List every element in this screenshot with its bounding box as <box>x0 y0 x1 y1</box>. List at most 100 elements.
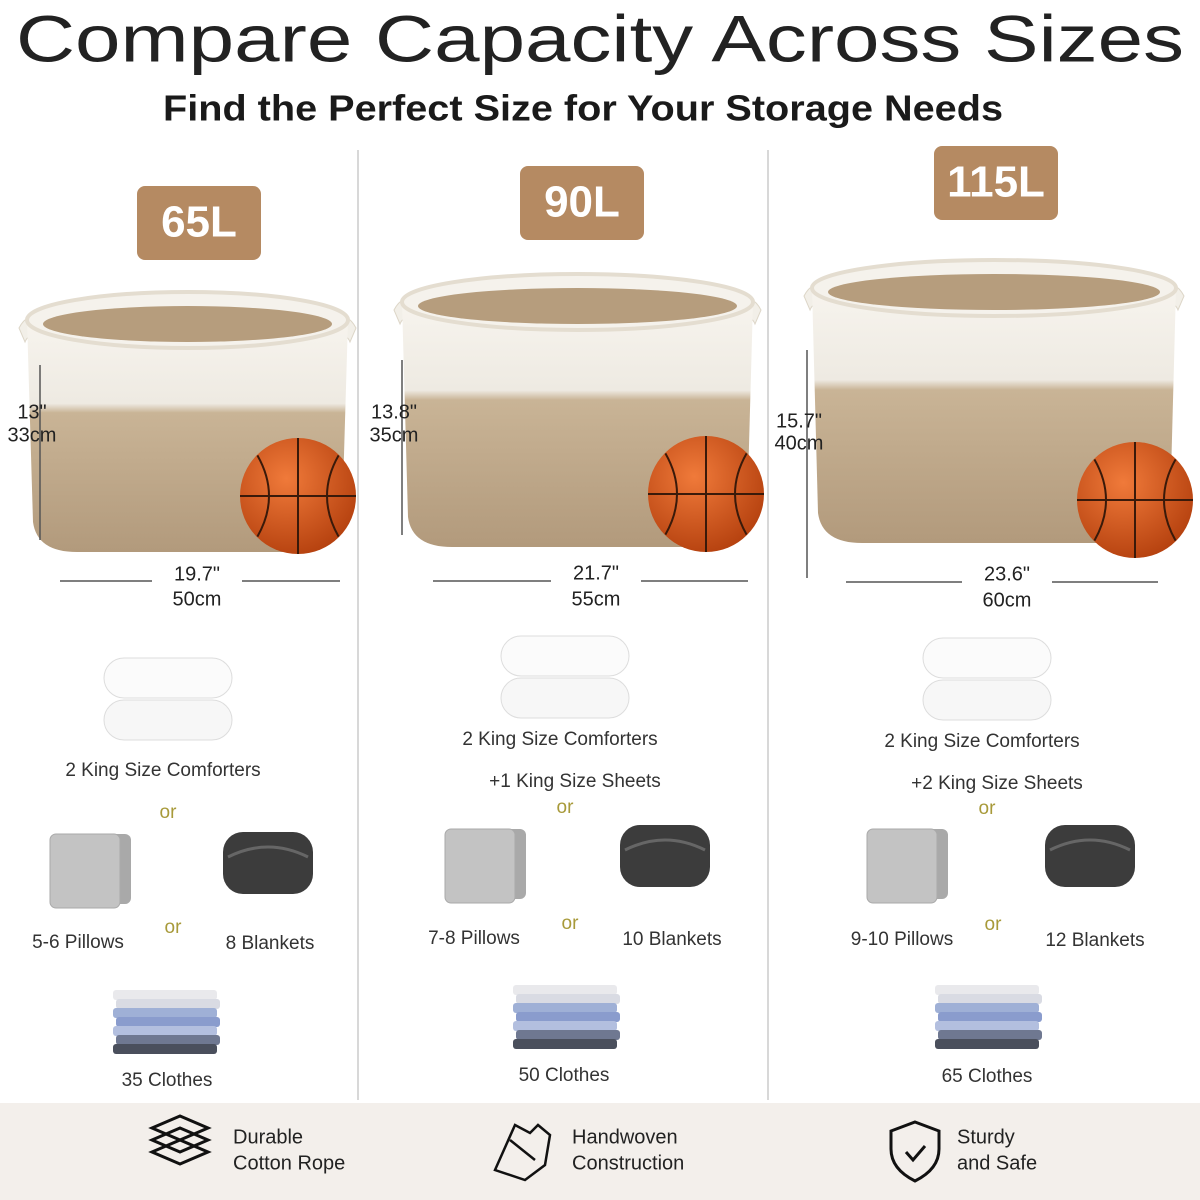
capacity-badge <box>934 146 1058 220</box>
clothes-icon <box>513 1021 617 1031</box>
subtitle: Find the Perfect Size for Your Storage N… <box>163 88 1003 129</box>
height-cm: 33cm <box>8 424 57 446</box>
width-label-bg <box>551 562 641 584</box>
clothes-icon <box>116 1017 220 1027</box>
clothes-text: 35 Clothes <box>122 1070 213 1091</box>
features: Durable Cotton Rope Handwoven Construction S… <box>148 1114 1037 1183</box>
pillows-text: 5-6 Pillows <box>32 932 124 953</box>
clothes-icon <box>935 1003 1039 1013</box>
blanket-icon <box>1045 825 1135 887</box>
clothes-icon <box>935 1039 1039 1049</box>
clothes-icon <box>113 1026 217 1036</box>
feature-line: Cotton Rope <box>233 1152 345 1174</box>
feature-line: Sturdy <box>957 1126 1015 1148</box>
blanket-icon <box>223 832 313 894</box>
basket-inside <box>828 274 1160 310</box>
blankets-text: 10 Blankets <box>622 929 721 950</box>
blanket-icon <box>620 825 710 887</box>
width-cm: 55cm <box>572 588 621 610</box>
or-text: or <box>985 914 1003 935</box>
width-label-bg <box>152 563 242 585</box>
capacity-badge <box>137 186 261 260</box>
feature-icon <box>148 1138 212 1166</box>
feature: Sturdy and Safe <box>889 1120 1037 1183</box>
feature-icon <box>148 1126 212 1154</box>
basketball-seams <box>648 436 764 552</box>
feature-line: Construction <box>572 1152 684 1174</box>
pillows-text: 7-8 Pillows <box>428 928 520 949</box>
clothes-icon <box>113 990 217 1000</box>
feature-icon <box>889 1120 941 1183</box>
comforters-text: 2 King Size Comforters <box>65 760 260 781</box>
basket-inside <box>418 288 737 324</box>
comforters-text: 2 King Size Comforters <box>462 729 657 750</box>
feature: Handwoven Construction <box>493 1123 684 1182</box>
clothes-icon <box>513 1003 617 1013</box>
blanket-fold <box>227 845 309 859</box>
clothes-icon <box>513 1039 617 1049</box>
clothes-icon <box>113 1044 217 1054</box>
size-column: 65L 13"33cm 19.7" 50cm 2 King Size Comforter… <box>8 186 357 1091</box>
or-text: or <box>979 798 997 819</box>
comforters-text: 2 King Size Comforters <box>884 731 1079 752</box>
height-cm: 35cm <box>370 424 419 446</box>
height-inch: 13.8" <box>371 401 417 423</box>
sheets-text: +1 King Size Sheets <box>489 771 661 792</box>
clothes-icon <box>516 1030 620 1040</box>
clothes-icon <box>516 994 620 1004</box>
comforter-icon <box>922 637 1052 679</box>
or-text: or <box>557 797 575 818</box>
feature-band <box>0 1103 1200 1200</box>
clothes-icon <box>938 1012 1042 1022</box>
comforter-icon <box>922 679 1052 721</box>
width-inch: 21.7" <box>573 562 619 584</box>
comforter-icon <box>103 699 233 741</box>
clothes-icon <box>113 1008 217 1018</box>
feature-icon <box>904 1145 927 1163</box>
capacity-label: 65L <box>161 198 237 247</box>
or-text: or <box>562 913 580 934</box>
width-label-bg <box>962 563 1052 585</box>
clothes-icon <box>938 1030 1042 1040</box>
pillow-icon <box>49 833 121 909</box>
feature-line: and Safe <box>957 1152 1037 1174</box>
clothes-icon <box>935 985 1039 995</box>
capacity-label: 90L <box>544 178 620 227</box>
blanket-fold <box>624 838 706 852</box>
feature: Durable Cotton Rope <box>148 1114 345 1174</box>
or-text: or <box>165 917 183 938</box>
comforter-icon <box>103 657 233 699</box>
blankets-text: 8 Blankets <box>226 933 315 954</box>
comforter-icon <box>500 635 630 677</box>
size-column: 90L 13.8"35cm 21.7" 55cm 2 King Size Comfort… <box>370 166 764 1086</box>
clothes-icon <box>513 985 617 995</box>
blanket-fold <box>1049 838 1131 852</box>
pillows-text: 9-10 Pillows <box>851 929 953 950</box>
clothes-icon <box>516 1012 620 1022</box>
pillow-icon <box>866 828 938 904</box>
feature-icon <box>148 1114 212 1142</box>
height-inch: 15.7" <box>776 410 822 432</box>
feature-line: Handwoven <box>572 1126 678 1148</box>
feature-line: Durable <box>233 1126 303 1148</box>
height-cm: 40cm <box>775 432 824 454</box>
clothes-icon <box>116 999 220 1009</box>
clothes-icon <box>116 1035 220 1045</box>
clothes-text: 50 Clothes <box>519 1065 610 1086</box>
clothes-icon <box>935 1021 1039 1031</box>
columns: 65L 13"33cm 19.7" 50cm 2 King Size Comforter… <box>8 146 1193 1091</box>
width-inch: 23.6" <box>984 563 1030 585</box>
basketball-seams <box>240 438 356 554</box>
feature-icon <box>493 1123 552 1182</box>
capacity-badge <box>520 166 644 240</box>
clothes-text: 65 Clothes <box>942 1066 1033 1087</box>
clothes-icon <box>938 994 1042 1004</box>
width-inch: 19.7" <box>174 563 220 585</box>
size-column: 115L 15.7"40cm 23.6" 60cm 2 King Size Comfor… <box>775 146 1193 1087</box>
basket-inside <box>43 306 332 342</box>
height-inch: 13" <box>17 401 46 423</box>
sheets-text: +2 King Size Sheets <box>911 773 1083 794</box>
capacity-label: 115L <box>947 158 1045 207</box>
